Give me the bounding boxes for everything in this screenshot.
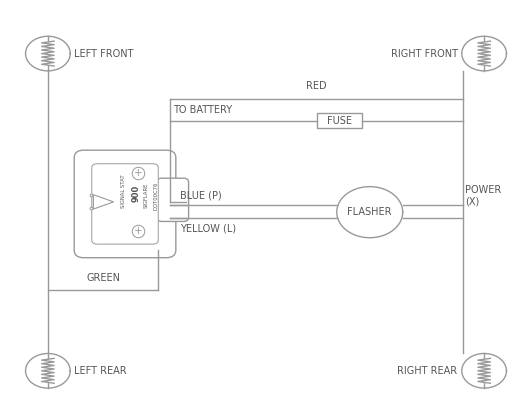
Text: RED: RED: [306, 82, 327, 91]
Text: RIGHT REAR: RIGHT REAR: [397, 366, 458, 376]
Text: +: +: [134, 168, 143, 178]
Text: DOT00C76: DOT00C76: [154, 182, 159, 210]
FancyBboxPatch shape: [92, 164, 158, 244]
Text: LEFT REAR: LEFT REAR: [74, 366, 127, 376]
Text: FLASHER: FLASHER: [347, 207, 392, 217]
Text: TO BATTERY: TO BATTERY: [173, 105, 232, 115]
FancyBboxPatch shape: [74, 150, 176, 258]
FancyBboxPatch shape: [156, 178, 188, 222]
Text: POWER: POWER: [466, 185, 502, 194]
Text: YELLOW (L): YELLOW (L): [180, 223, 236, 233]
Text: LEFT FRONT: LEFT FRONT: [74, 49, 134, 59]
Bar: [317, 113, 362, 128]
Text: BLUE (P): BLUE (P): [180, 190, 221, 200]
Text: SIGNAL STAT: SIGNAL STAT: [121, 175, 126, 208]
Text: (X): (X): [466, 197, 480, 207]
Text: GREEN: GREEN: [86, 273, 120, 283]
Text: 900: 900: [131, 185, 140, 202]
Text: SIGFLARE: SIGFLARE: [144, 183, 149, 208]
Text: RIGHT FRONT: RIGHT FRONT: [390, 49, 458, 59]
Text: FUSE: FUSE: [327, 115, 352, 126]
Text: +: +: [134, 226, 143, 236]
